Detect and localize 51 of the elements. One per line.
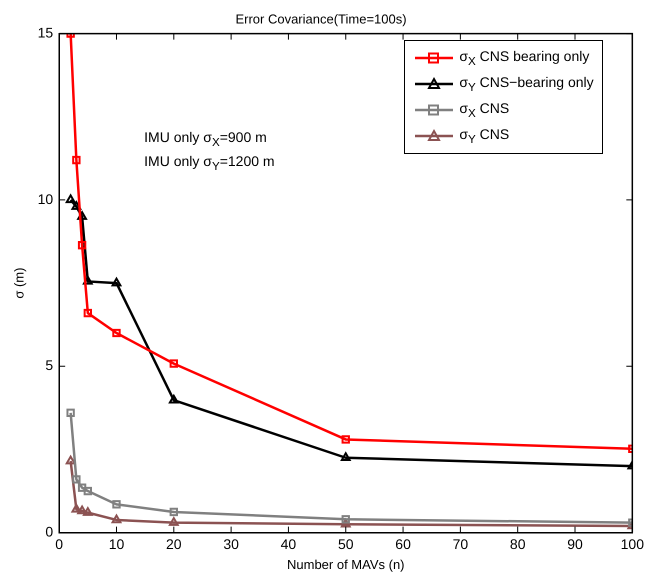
point (82, 276, 93, 285)
point (168, 394, 179, 404)
x-tick-label: 90 (567, 536, 584, 552)
chart-title: Error Covariance(Time=100s) (235, 11, 407, 26)
legend-label: σ$_{X}$ CNS (459, 100, 510, 120)
point (342, 515, 350, 524)
point (78, 240, 86, 250)
legend-label: σ$_{X}$ CNS bearing only (459, 48, 590, 68)
point (112, 328, 121, 338)
annotation: IMU only σ$_{Y}$=1200 m (144, 152, 275, 172)
point (340, 518, 351, 528)
point (168, 517, 179, 526)
x-tick-label: 70 (452, 536, 468, 552)
x-tick-label: 50 (338, 536, 354, 552)
y-tick-label: 5 (45, 357, 54, 374)
legend-label: σ$_{Y}$ CNS (459, 126, 510, 146)
point (66, 194, 76, 204)
x-axis-title: Number of MAVs (n) (286, 556, 405, 572)
point (71, 201, 82, 210)
annotation: IMU only σ$_{X}$=900 m (144, 128, 267, 148)
x-tick-label: 60 (395, 536, 412, 552)
y-tick-label: 10 (38, 190, 54, 207)
x-tick-label: 80 (510, 536, 526, 552)
point (112, 514, 122, 524)
point (72, 475, 81, 484)
x-tick-label: 0 (55, 536, 64, 552)
point (84, 486, 92, 496)
y-tick-label: 15 (38, 24, 54, 40)
point (78, 484, 86, 492)
point (72, 156, 81, 164)
point (77, 211, 87, 220)
x-tick-label: 10 (108, 536, 124, 552)
point (170, 508, 178, 516)
point (170, 359, 178, 368)
point (84, 308, 92, 318)
x-tick-label: 20 (166, 536, 182, 552)
y-axis-title: σ (m) (11, 268, 26, 299)
x-tick-label: 100 (620, 536, 644, 552)
point (82, 507, 93, 516)
point (112, 278, 122, 286)
point (340, 452, 351, 461)
point (66, 456, 76, 464)
point (66, 408, 75, 418)
y-tick-label: 0 (45, 523, 54, 540)
legend-label: σ$_{Y}$ CNS−bearing only (459, 74, 594, 94)
x-tick-label: 40 (280, 536, 296, 552)
x-tick-label: 30 (223, 536, 240, 552)
point (112, 500, 121, 509)
point (77, 505, 87, 514)
point (342, 435, 350, 444)
point (71, 504, 82, 513)
